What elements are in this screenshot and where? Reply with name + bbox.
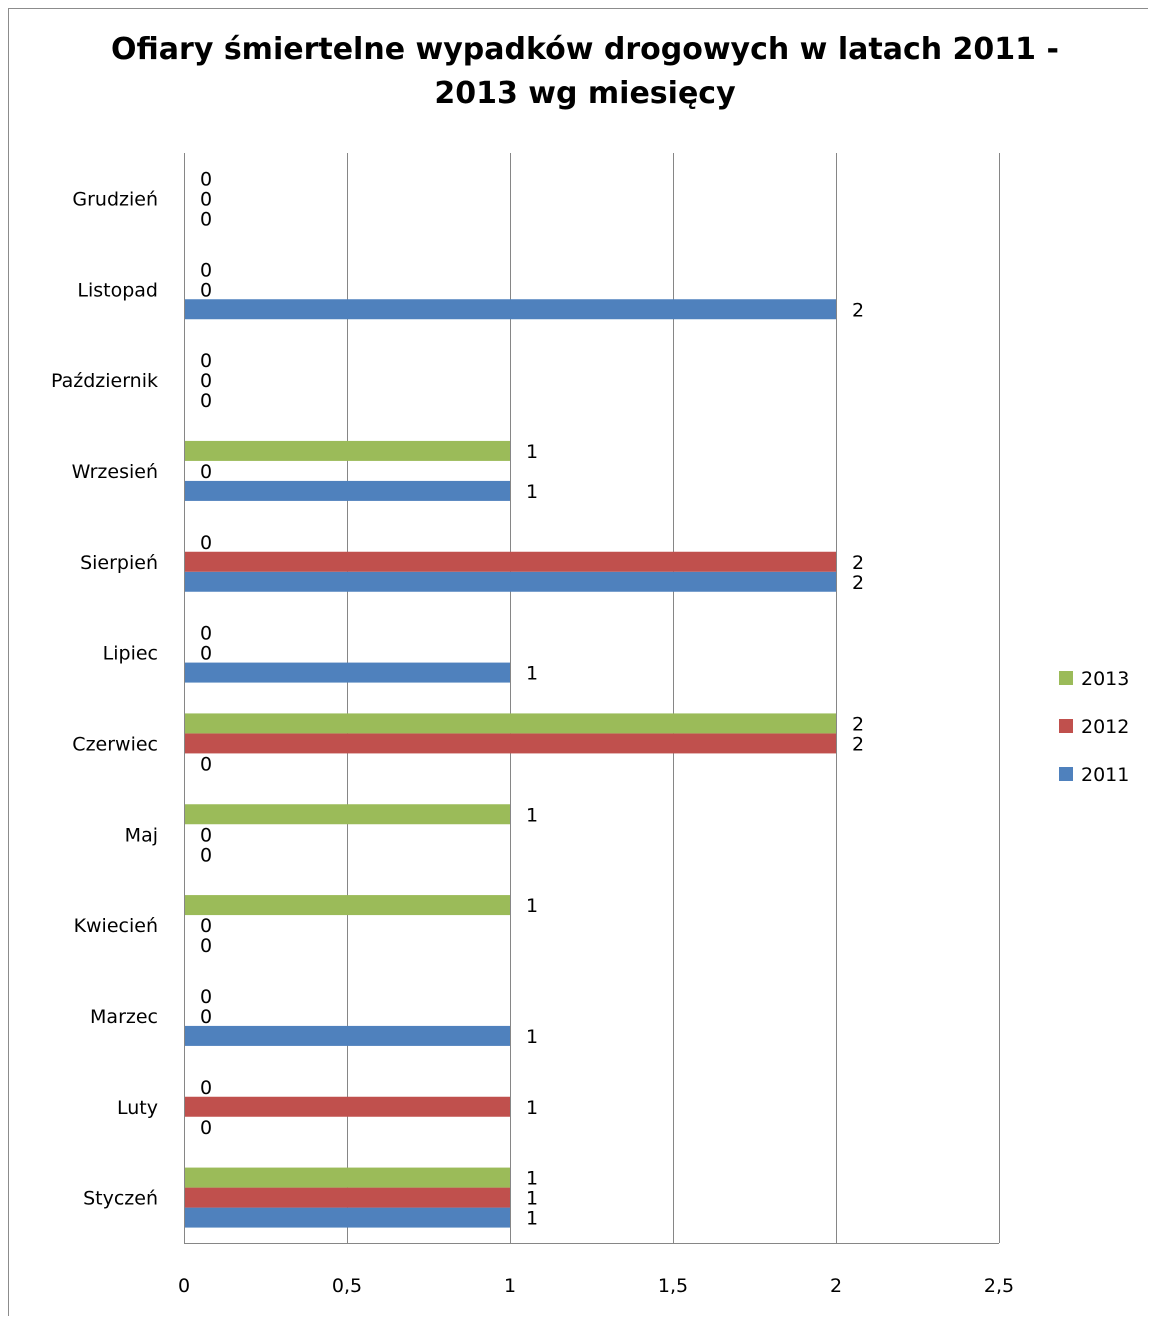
data-label-2011-4: 0 [200, 844, 212, 866]
category-label-2: Marzec [90, 1006, 158, 1028]
bar-2013-8 [185, 440, 510, 461]
data-label-2013-11: 0 [200, 168, 212, 190]
chart-title: Ofiary śmiertelne wypadków drogowych w l… [0, 28, 1152, 116]
data-label-2012-5: 2 [852, 733, 864, 755]
chart-title-line-1: Ofiary śmiertelne wypadków drogowych w l… [111, 32, 1059, 67]
bar-2011-7 [185, 571, 836, 592]
bar-2012-0 [185, 1187, 510, 1208]
data-label-2012-10: 0 [200, 279, 212, 301]
data-label-2012-9: 0 [200, 370, 212, 392]
bar-2013-5 [185, 713, 836, 734]
data-label-2012-2: 0 [200, 1006, 212, 1028]
data-label-2013-10: 0 [200, 259, 212, 281]
data-label-2012-0: 1 [526, 1188, 538, 1210]
data-label-2013-1: 0 [200, 1077, 212, 1099]
data-label-2011-9: 0 [200, 390, 212, 412]
x-tick-label-5: 2,5 [984, 1275, 1014, 1297]
data-label-2013-7: 0 [200, 532, 212, 554]
bar-2013-4 [185, 804, 510, 825]
category-label-8: Wrzesień [72, 461, 158, 483]
data-label-2013-9: 0 [200, 350, 212, 372]
data-label-2012-6: 0 [200, 643, 212, 665]
chart-title-line-2: 2013 wg miesięcy [434, 76, 736, 111]
data-label-2012-7: 2 [852, 552, 864, 574]
legend-label-2013: 2013 [1081, 668, 1129, 690]
x-tick-label-2: 1 [504, 1275, 516, 1297]
data-label-2012-4: 0 [200, 824, 212, 846]
category-label-10: Listopad [77, 279, 158, 301]
bar-2012-1 [185, 1096, 510, 1117]
data-label-2011-1: 0 [200, 1117, 212, 1139]
data-label-2013-5: 2 [852, 713, 864, 735]
data-label-2011-8: 1 [526, 481, 538, 503]
data-label-2011-11: 0 [200, 208, 212, 230]
data-label-2011-0: 1 [526, 1208, 538, 1230]
x-tick-label-1: 0,5 [332, 1275, 362, 1297]
legend-label-2012: 2012 [1081, 716, 1129, 738]
legend-swatch-2013 [1059, 671, 1073, 685]
data-label-2013-6: 0 [200, 623, 212, 645]
bar-2013-3 [185, 895, 510, 916]
data-label-2013-4: 1 [526, 804, 538, 826]
category-label-1: Luty [117, 1097, 158, 1119]
bar-2011-8 [185, 480, 510, 501]
data-label-2013-3: 1 [526, 895, 538, 917]
data-label-2012-11: 0 [200, 188, 212, 210]
data-label-2012-3: 0 [200, 915, 212, 937]
category-label-3: Kwiecień [74, 915, 158, 937]
category-label-4: Maj [125, 824, 158, 846]
data-label-2012-8: 0 [200, 461, 212, 483]
data-label-2011-2: 1 [526, 1026, 538, 1048]
x-tick-label-0: 0 [178, 1275, 190, 1297]
bar-2011-10 [185, 299, 836, 320]
legend-swatch-2012 [1059, 719, 1073, 733]
data-label-2011-7: 2 [852, 572, 864, 594]
data-label-2011-5: 0 [200, 753, 212, 775]
data-label-2011-6: 1 [526, 663, 538, 685]
data-label-2013-8: 1 [526, 441, 538, 463]
bar-2012-5 [185, 733, 836, 754]
category-label-9: Październik [51, 370, 158, 392]
data-label-2011-10: 2 [852, 299, 864, 321]
category-label-5: Czerwiec [72, 733, 158, 755]
category-label-7: Sierpień [80, 552, 158, 574]
bar-2012-7 [185, 551, 836, 572]
category-label-0: Styczeń [83, 1188, 158, 1210]
bar-2011-0 [185, 1207, 510, 1228]
legend-label-2011: 2011 [1081, 764, 1129, 786]
category-label-11: Grudzień [72, 188, 158, 210]
x-tick-label-4: 2 [830, 1275, 842, 1297]
data-label-2012-1: 1 [526, 1097, 538, 1119]
bar-2011-6 [185, 662, 510, 683]
bar-2011-2 [185, 1025, 510, 1046]
data-label-2011-3: 0 [200, 935, 212, 957]
category-label-6: Lipiec [103, 643, 158, 665]
data-label-2013-0: 1 [526, 1168, 538, 1190]
bar-2013-0 [185, 1167, 510, 1188]
x-tick-label-3: 1,5 [658, 1275, 688, 1297]
legend-swatch-2011 [1059, 767, 1073, 781]
data-label-2013-2: 0 [200, 986, 212, 1008]
chart-frame [8, 8, 1148, 1316]
